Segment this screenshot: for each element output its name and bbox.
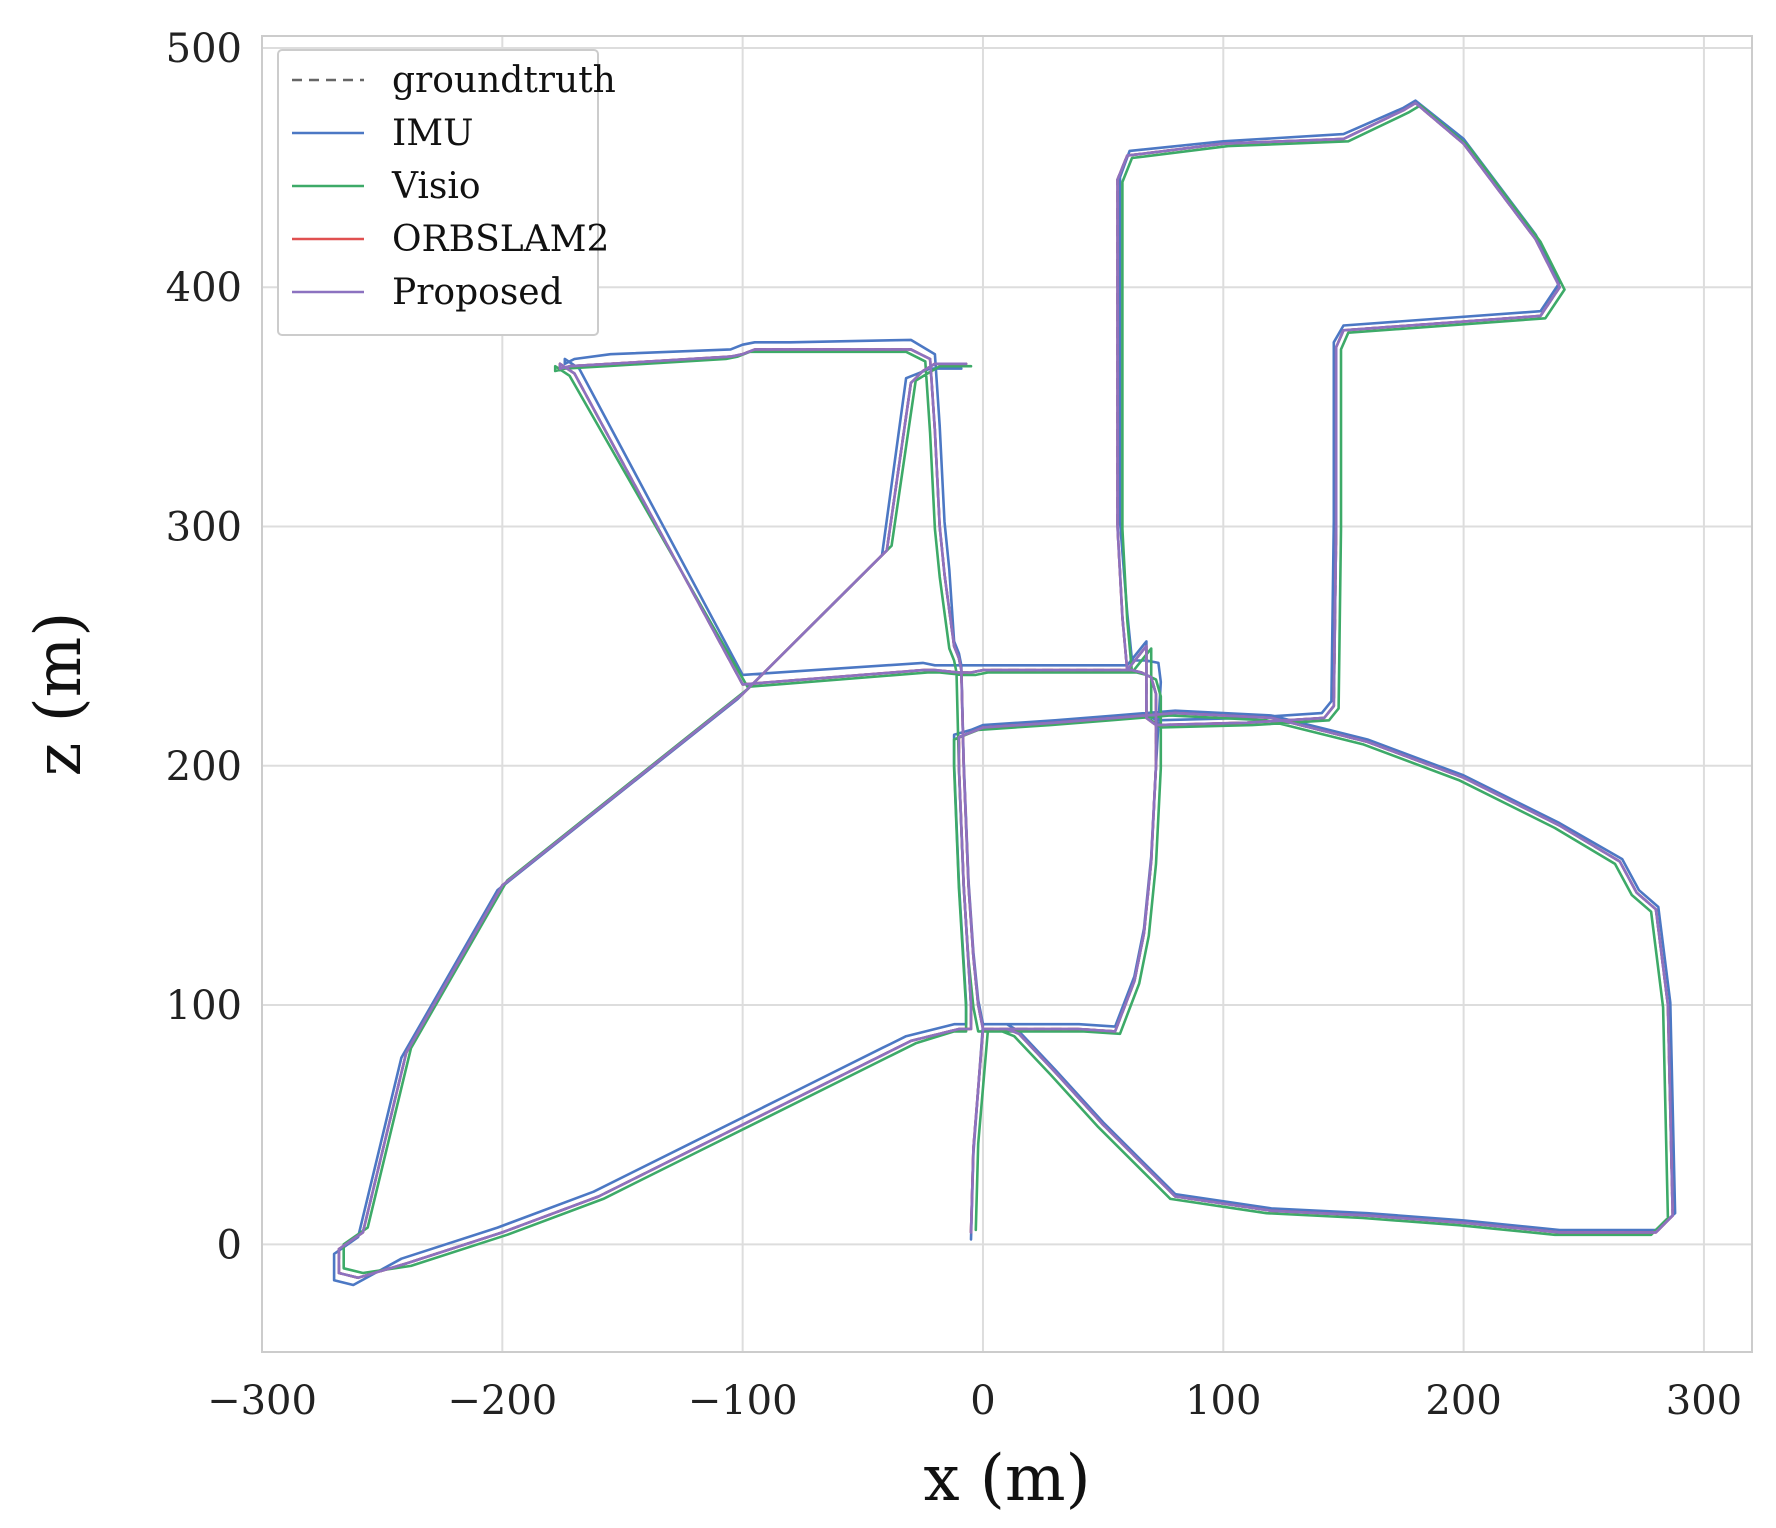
y-tick-label: 100 [166,983,242,1029]
y-tick-label: 200 [166,744,242,790]
x-tick-label: 200 [1425,1378,1501,1424]
x-tick-label: 0 [970,1378,995,1424]
legend: groundtruth IMU Visio ORBSLAM2 Proposed [277,49,616,336]
x-tick-label: 300 [1666,1378,1742,1424]
legend-label-proposed: Proposed [392,272,563,313]
legend-label-imu: IMU [392,113,473,154]
y-tick-label: 300 [166,505,242,551]
series-line-visio [342,104,1670,1275]
x-tick-label: −200 [447,1378,557,1424]
legend-label-visio: Visio [391,166,481,207]
y-axis-label: z (m) [22,612,96,777]
series-layer [332,99,1677,1287]
legend-label-groundtruth: groundtruth [392,60,616,101]
y-tick-labels: 0 100 200 300 400 500 [166,26,242,1268]
legend-box [277,49,599,336]
legend-items: groundtruth IMU Visio ORBSLAM2 Proposed [292,60,616,313]
y-tick-label: 400 [166,265,242,311]
plot-frame [261,35,1753,1353]
x-tick-label: −100 [688,1378,798,1424]
x-tick-label: 100 [1185,1378,1261,1424]
x-tick-label: −300 [207,1378,317,1424]
series-line-proposed [337,101,1674,1280]
x-tick-labels: −300 −200 −100 0 100 200 300 [207,1378,1742,1424]
y-tick-label: 500 [166,26,242,72]
y-tick-label: 0 [217,1222,242,1268]
x-axis-label: x (m) [923,1442,1090,1516]
legend-label-orbslam2: ORBSLAM2 [392,219,609,260]
